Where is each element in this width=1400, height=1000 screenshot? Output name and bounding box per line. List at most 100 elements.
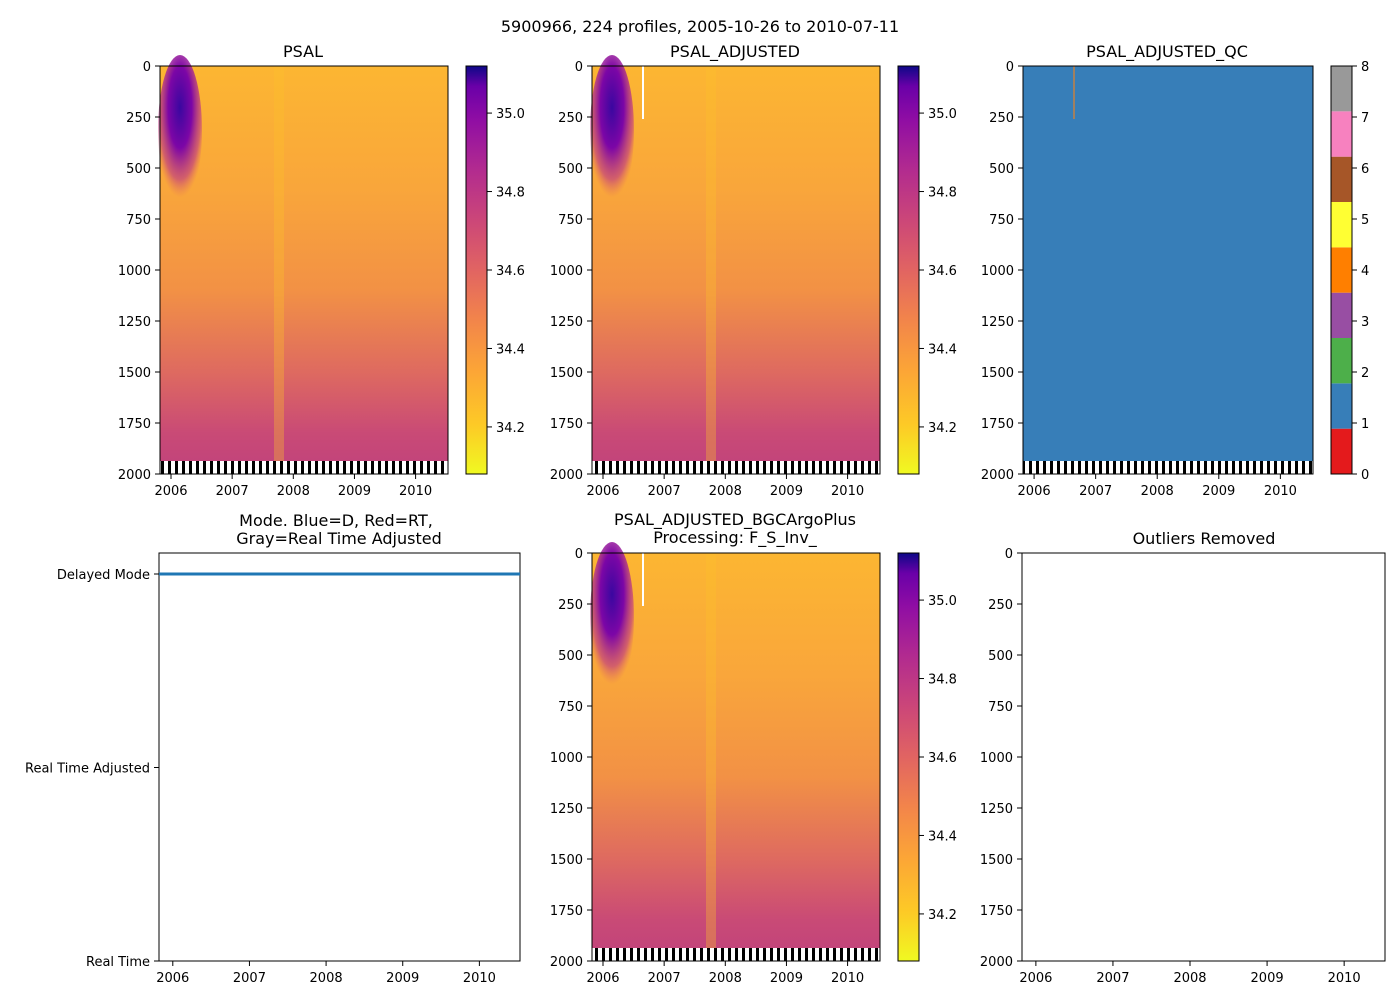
- y-tick-label: 1250: [550, 315, 583, 330]
- panel-title-mode-line1: Mode. Blue=D, Red=RT,: [239, 511, 433, 530]
- colorbar-tick-label: 34.6: [928, 264, 957, 279]
- qc-flag-swatch: [1331, 66, 1352, 112]
- y-tick-label: 250: [558, 598, 583, 613]
- qc-flag-swatch: [1331, 292, 1352, 338]
- colorbar-tick-label: 35.0: [928, 107, 957, 122]
- y-tick-label: 500: [989, 162, 1014, 177]
- panel-psal: PSAL 2006 2007 2008 2009 2010 0 250 500 750 1000…: [118, 42, 525, 499]
- y-axis: 0 250 500 750 1000 1250 1500 1750 2000: [981, 60, 1023, 483]
- figure-suptitle: 5900966, 224 profiles, 2005-10-26 to 201…: [501, 17, 899, 36]
- y-axis: 0 250 500 750 1000 1250 1500 1750 2000: [550, 547, 592, 970]
- x-tick-label: 2008: [1141, 484, 1174, 499]
- colorbar: 35.0 34.8 34.6 34.4 34.2: [465, 65, 525, 475]
- x-tick-label: 2010: [399, 484, 432, 499]
- x-tick-label: 2009: [1251, 971, 1284, 986]
- y-tick-label: 500: [988, 649, 1013, 664]
- deep-profile-ticks: [1023, 461, 1313, 474]
- colorbar-tick-label: 35.0: [496, 107, 525, 122]
- x-tick-label: 2006: [156, 971, 189, 986]
- colorbar-tick-label: 34.8: [928, 186, 957, 201]
- y-tick-label: 0: [575, 547, 583, 562]
- x-tick-label: 2006: [154, 484, 187, 499]
- y-tick-label: 250: [989, 111, 1014, 126]
- y-tick-label: 1250: [118, 315, 151, 330]
- x-tick-label: 2007: [648, 484, 681, 499]
- colorbar-tick-label: 7: [1361, 111, 1369, 126]
- colorbar-tick-label: 1: [1361, 417, 1369, 432]
- y-tick-label: 2000: [118, 468, 151, 483]
- deep-profile-ticks: [592, 948, 880, 961]
- x-tick-label: 2009: [386, 971, 419, 986]
- x-tick-label: 2007: [233, 971, 266, 986]
- x-tick-label: 2010: [831, 971, 864, 986]
- qc-flag-swatch: [1331, 338, 1352, 384]
- colorbar-tick-label: 34.2: [928, 421, 957, 436]
- colorbar-tick-label: 6: [1361, 162, 1369, 177]
- y-tick-label: 250: [126, 111, 151, 126]
- y-tick-label: 750: [126, 213, 151, 228]
- panel-title-bgc-line2: Processing: F_S_Inv_: [653, 528, 818, 548]
- y-tick-label: 1000: [980, 751, 1013, 766]
- qc-flag-swatch: [1331, 156, 1352, 202]
- colorbar-tick-label: 34.8: [496, 186, 525, 201]
- x-tick-label: 2007: [648, 971, 681, 986]
- x-tick-label: 2008: [277, 484, 310, 499]
- y-tick-label: 1500: [550, 366, 583, 381]
- y-tick-label: 750: [558, 213, 583, 228]
- y-tick-label: 2000: [981, 468, 1014, 483]
- colorbar-tick-label: 3: [1361, 315, 1369, 330]
- y-tick-label: 1000: [550, 751, 583, 766]
- y-axis: 0 250 500 750 1000 1250 1500 1750 2000: [980, 547, 1022, 970]
- colorbar-tick-label: 34.2: [496, 421, 525, 436]
- qc-flag-swatch: [1331, 111, 1352, 157]
- y-tick-label: 500: [558, 162, 583, 177]
- panel-outliers-removed: Outliers Removed 2006 2007 2008 2009 2010 0 2…: [980, 529, 1386, 986]
- x-tick-label: 2007: [1096, 971, 1129, 986]
- x-tick-label: 2009: [770, 971, 803, 986]
- y-axis: 0 250 500 750 1000 1250 1500 1750 2000: [550, 60, 592, 483]
- y-tick-label: 2000: [550, 955, 583, 970]
- x-tick-label: 2009: [338, 484, 371, 499]
- x-tick-label: 2007: [216, 484, 249, 499]
- colorbar-tick-label: 8: [1361, 60, 1369, 75]
- y-axis: 0 250 500 750 1000 1250 1500 1750 2000: [118, 60, 160, 483]
- panel-psal-adjusted-qc: PSAL_ADJUSTED_QC 2006 2007 2008 2009 2010 0 2…: [981, 42, 1369, 499]
- colorbar-tick-label: 4: [1361, 264, 1369, 279]
- x-tick-label: 2007: [1079, 484, 1112, 499]
- y-tick-label: 750: [989, 213, 1014, 228]
- salinity-field: [590, 542, 880, 961]
- x-tick-label: 2006: [586, 971, 619, 986]
- y-tick-label: 0: [575, 60, 583, 75]
- qc-flag-swatch: [1331, 202, 1352, 248]
- x-axis: 2006 2007 2008 2009 2010: [586, 474, 864, 499]
- colorbar-tick-label: 34.6: [928, 751, 957, 766]
- panel-title-psal-adjusted-qc: PSAL_ADJUSTED_QC: [1086, 42, 1248, 62]
- x-axis: 2006 2007 2008 2009 2010: [586, 961, 864, 986]
- y-tick-label: 1500: [981, 366, 1014, 381]
- salinity-field: [158, 55, 448, 474]
- y-tick-label: 0: [143, 60, 151, 75]
- qc-flag-swatch: [1331, 428, 1352, 474]
- x-axis: 2006 2007 2008 2009 2010: [1019, 961, 1361, 986]
- y-category-label: Real Time Adjusted: [25, 762, 150, 777]
- y-tick-label: 1750: [550, 904, 583, 919]
- y-category-label: Real Time: [86, 955, 150, 970]
- colorbar-tick-label: 34.4: [928, 829, 957, 844]
- qc-flag-swatch: [1331, 247, 1352, 293]
- colorbar-tick-label: 35.0: [928, 594, 957, 609]
- panel-title-mode-line2: Gray=Real Time Adjusted: [236, 529, 442, 548]
- colorbar-tick-label: 34.4: [928, 342, 957, 357]
- x-tick-label: 2008: [709, 971, 742, 986]
- colorbar-tick-label: 5: [1361, 213, 1369, 228]
- y-tick-label: 0: [1006, 60, 1014, 75]
- x-axis: 2006 2007 2008 2009 2010: [156, 961, 496, 986]
- colorbar-tick-label: 0: [1361, 468, 1369, 483]
- qc-anomaly-stripe: [1073, 66, 1075, 119]
- colorbar-tick-label: 34.8: [928, 673, 957, 688]
- panel-title-bgc-line1: PSAL_ADJUSTED_BGCArgoPlus: [614, 510, 856, 530]
- qc-flag-field: [1023, 66, 1313, 474]
- y-tick-label: 1750: [118, 417, 151, 432]
- panel-bgcargoplus: PSAL_ADJUSTED_BGCArgoPlus Processing: F_…: [550, 510, 957, 986]
- colorbar: 35.0 34.8 34.6 34.4 34.2: [897, 65, 957, 475]
